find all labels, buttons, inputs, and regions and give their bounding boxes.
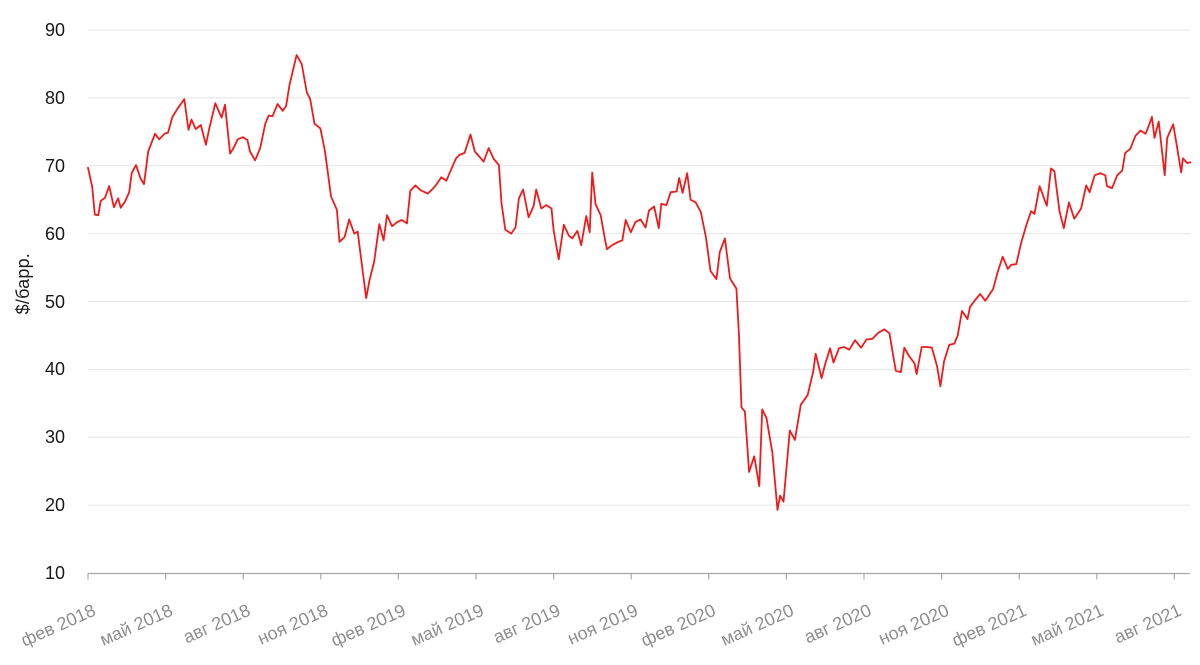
y-tick-label: 10	[44, 563, 65, 583]
y-tick-label: 60	[44, 223, 65, 244]
price-line	[87, 54, 1192, 511]
y-tick-label: 50	[44, 291, 65, 312]
y-tick-label: 40	[44, 359, 65, 380]
y-tick-label: 80	[44, 87, 65, 108]
y-tick-label: 20	[44, 495, 65, 516]
y-tick-label: 90	[44, 20, 65, 40]
y-tick-label: 70	[44, 155, 65, 176]
y-tick-label: 30	[44, 427, 65, 448]
